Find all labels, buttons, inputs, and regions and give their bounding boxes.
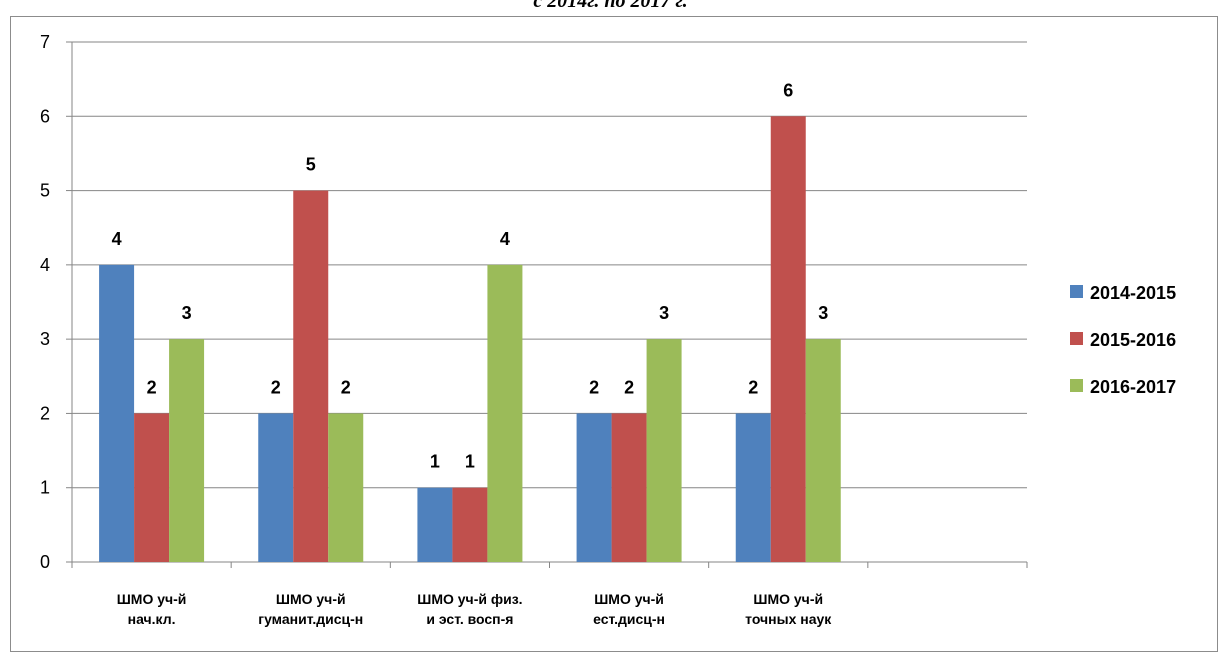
y-tick-label: 4 <box>40 255 50 275</box>
bar <box>646 339 682 562</box>
legend-swatch <box>1070 379 1083 392</box>
bar <box>417 487 453 562</box>
y-tick-label: 2 <box>40 403 50 423</box>
chart-title: с 2014г. по 2017 г. <box>533 0 688 12</box>
data-label: 4 <box>112 229 122 249</box>
bar <box>99 264 135 562</box>
data-label: 1 <box>465 452 475 472</box>
bar <box>576 413 612 562</box>
bar <box>735 413 771 562</box>
bar <box>487 264 523 562</box>
data-label: 6 <box>783 80 793 100</box>
data-label: 3 <box>182 303 192 323</box>
data-label: 3 <box>818 303 828 323</box>
data-label: 2 <box>271 377 281 397</box>
bar <box>611 413 647 562</box>
data-label: 1 <box>430 452 440 472</box>
x-tick-label: нач.кл. <box>128 611 176 627</box>
bar <box>169 339 205 562</box>
y-tick-label: 3 <box>40 329 50 349</box>
y-tick-label: 7 <box>40 32 50 52</box>
data-label: 5 <box>306 155 316 175</box>
x-tick-label: ШМО уч-й <box>117 591 187 607</box>
y-tick-label: 0 <box>40 552 50 572</box>
bar <box>134 413 170 562</box>
bar <box>258 413 294 562</box>
x-tick-label: гуманит.дисц-н <box>258 611 363 627</box>
x-tick-label: ест.дисц-н <box>593 611 665 627</box>
x-tick-label: ШМО уч-й <box>753 591 823 607</box>
data-label: 2 <box>748 377 758 397</box>
legend-label: 2014-2015 <box>1090 283 1176 303</box>
bar <box>770 116 806 563</box>
legend-swatch <box>1070 332 1083 345</box>
x-tick-label: ШМО уч-й <box>276 591 346 607</box>
data-label: 2 <box>341 377 351 397</box>
y-tick-label: 6 <box>40 106 50 126</box>
legend-label: 2016-2017 <box>1090 377 1176 397</box>
data-label: 3 <box>659 303 669 323</box>
x-tick-label: ШМО уч-й <box>594 591 664 607</box>
x-tick-label: и эст. восп-я <box>426 611 513 627</box>
x-tick-label: ШМО уч-й физ. <box>417 591 522 607</box>
bar <box>452 487 488 562</box>
legend-label: 2015-2016 <box>1090 330 1176 350</box>
legend-swatch <box>1070 285 1083 298</box>
data-label: 4 <box>500 229 510 249</box>
bar <box>293 190 329 563</box>
data-label: 2 <box>624 377 634 397</box>
data-label: 2 <box>589 377 599 397</box>
y-tick-label: 1 <box>40 478 50 498</box>
bar <box>328 413 364 562</box>
bar <box>805 339 841 562</box>
x-tick-label: точных наук <box>745 611 832 627</box>
data-label: 2 <box>147 377 157 397</box>
y-tick-label: 5 <box>40 181 50 201</box>
